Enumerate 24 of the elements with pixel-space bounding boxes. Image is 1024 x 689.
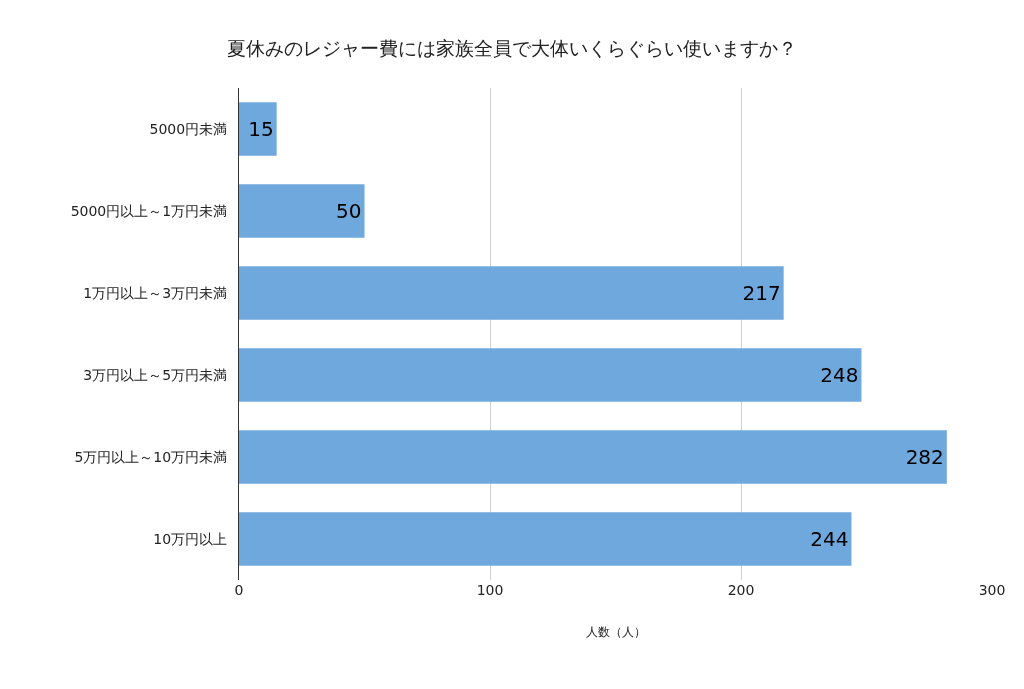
bar xyxy=(239,430,947,484)
chart-title: 夏休みのレジャー費には家族全員で大体いくらぐらい使いますか？ xyxy=(227,36,797,59)
bar xyxy=(239,512,852,566)
x-tick-label: 0 xyxy=(234,582,244,598)
y-tick-label: 10万円以上 xyxy=(153,530,228,547)
bar xyxy=(239,184,365,238)
x-tick-label: 300 xyxy=(978,582,1006,598)
x-tick-label: 200 xyxy=(727,582,755,598)
x-axis-title: 人数（人） xyxy=(585,624,646,639)
y-tick-label: 5000円以上～1万円未満 xyxy=(70,202,228,219)
data-label: 15 xyxy=(248,117,274,141)
y-tick-label: 5000円未満 xyxy=(149,120,228,137)
bar xyxy=(239,348,862,402)
y-tick-label: 1万円以上～3万円未満 xyxy=(83,284,228,301)
y-tick-label: 3万円以上～5万円未満 xyxy=(83,366,228,383)
bar xyxy=(239,102,277,156)
data-label: 244 xyxy=(810,527,849,551)
data-label: 282 xyxy=(905,445,944,469)
bar xyxy=(239,266,784,320)
data-label: 217 xyxy=(742,281,781,305)
y-tick-label: 5万円以上～10万円未満 xyxy=(74,448,228,465)
data-label: 50 xyxy=(336,199,362,223)
x-tick-label: 100 xyxy=(476,582,504,598)
data-label: 248 xyxy=(820,363,859,387)
